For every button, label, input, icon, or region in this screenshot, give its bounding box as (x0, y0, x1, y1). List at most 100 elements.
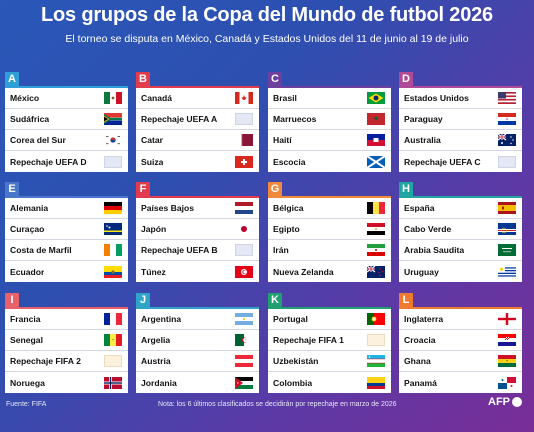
group-card: Estados Unidos Paraguay Australia Repechaje… (399, 86, 522, 172)
team-name: Alemania (10, 203, 49, 213)
group-letter-badge: D (399, 72, 413, 86)
team-name: Repechaje UEFA B (141, 245, 218, 255)
group-f: F Países Bajos Japón Repechaje UEFA B Túnez (136, 182, 259, 282)
afp-logo-icon (512, 397, 522, 407)
group-card: Países Bajos Japón Repechaje UEFA B Túnez (136, 196, 259, 282)
team-row: Irán (268, 240, 391, 261)
group-card: Bélgica Egipto Irán Nueva Zelanda (268, 196, 391, 282)
group-a: A México Sudáfrica Corea del Sur Repechaje U… (5, 72, 128, 172)
team-name: Croacia (404, 335, 436, 345)
team-row: Paraguay (399, 109, 522, 130)
team-row: Brasil (268, 88, 391, 109)
team-row: Ghana (399, 351, 522, 372)
austria-flag-icon (235, 355, 253, 367)
group-k: K Portugal Repechaje FIFA 1 Uzbekistán Colom… (268, 293, 391, 393)
group-card: Alemania Curaçao Costa de Marfil Ecuador (5, 196, 128, 282)
switzerland-flag-icon (235, 155, 253, 168)
team-name: Escocia (273, 156, 306, 167)
team-row: Sudáfrica (5, 109, 128, 130)
team-row: Repechaje UEFA B (136, 240, 259, 261)
croatia-flag-icon (498, 334, 516, 346)
curacao-flag-icon (104, 223, 122, 235)
team-name: Nueva Zelanda (273, 266, 334, 277)
team-row: Colombia (268, 372, 391, 393)
team-name: Uruguay (404, 266, 439, 277)
team-row: Panamá (399, 372, 522, 393)
team-name: Costa de Marfil (10, 245, 72, 255)
team-name: Uzbekistán (273, 356, 319, 366)
group-letter-badge: K (268, 293, 282, 307)
group-i: I Francia Senegal Repechaje FIFA 2 Noruega (5, 293, 128, 393)
team-row: Ecuador (5, 261, 128, 282)
afp-logo-text: AFP (488, 396, 510, 408)
team-name: Irán (273, 245, 289, 255)
morocco-flag-icon (367, 113, 385, 125)
team-name: Marruecos (273, 114, 317, 124)
footnote: Nota: los 6 últimos clasificados se deci… (158, 401, 397, 408)
team-row: Curaçao (5, 219, 128, 240)
group-card: México Sudáfrica Corea del Sur Repechaje UE… (5, 86, 128, 172)
team-name: Senegal (10, 335, 43, 345)
egypt-flag-icon (367, 223, 385, 235)
team-row: Haití (268, 130, 391, 151)
group-card: Argentina Argelia Austria Jordania (136, 307, 259, 393)
algeria-flag-icon (235, 334, 253, 346)
team-row: Canadá (136, 88, 259, 109)
team-name: Portugal (273, 314, 308, 324)
team-name: Repechaje UEFA A (141, 114, 218, 124)
group-j: J Argentina Argelia Austria Jordania (136, 293, 259, 393)
paraguay-flag-icon (498, 113, 516, 125)
belgium-flag-icon (367, 202, 385, 214)
team-row: Países Bajos (136, 198, 259, 219)
placeholder-flag-icon (498, 155, 516, 168)
england-flag-icon (498, 313, 516, 325)
uruguay-flag-icon (498, 265, 516, 278)
south-africa-flag-icon (104, 113, 122, 125)
group-letter-badge: C (268, 72, 282, 86)
tunisia-flag-icon (235, 265, 253, 278)
mexico-flag-icon (104, 92, 122, 104)
placeholder-flag-icon (367, 334, 385, 346)
south-korea-flag-icon (104, 134, 122, 146)
group-letter-badge: E (5, 182, 19, 196)
team-row: Arabia Saudita (399, 240, 522, 261)
cape-verde-flag-icon (498, 223, 516, 235)
team-name: Haití (273, 135, 292, 145)
team-row: Estados Unidos (399, 88, 522, 109)
placeholder-flag-icon (235, 113, 253, 125)
jordan-flag-icon (235, 376, 253, 389)
team-row: Argentina (136, 309, 259, 330)
group-h: H España Cabo Verde Arabia Saudita Uruguay (399, 182, 522, 282)
team-row: Croacia (399, 330, 522, 351)
team-row: Costa de Marfil (5, 240, 128, 261)
ghana-flag-icon (498, 355, 516, 367)
team-name: Argentina (141, 314, 182, 324)
team-name: Cabo Verde (404, 224, 452, 234)
team-name: Curaçao (10, 224, 45, 234)
group-e: E Alemania Curaçao Costa de Marfil Ecuador (5, 182, 128, 282)
argentina-flag-icon (235, 313, 253, 325)
team-name: Colombia (273, 377, 313, 388)
team-row: España (399, 198, 522, 219)
team-name: Canadá (141, 93, 173, 103)
team-name: Corea del Sur (10, 135, 66, 145)
team-row: Senegal (5, 330, 128, 351)
group-letter-badge: H (399, 182, 413, 196)
team-row: Bélgica (268, 198, 391, 219)
team-row: México (5, 88, 128, 109)
team-name: Panamá (404, 377, 437, 388)
group-card: Brasil Marruecos Haití Escocia (268, 86, 391, 172)
team-name: Estados Unidos (404, 93, 469, 103)
colombia-flag-icon (367, 376, 385, 389)
group-card: España Cabo Verde Arabia Saudita Uruguay (399, 196, 522, 282)
team-name: Australia (404, 135, 441, 145)
team-row: Noruega (5, 372, 128, 393)
team-name: Repechaje FIFA 1 (273, 335, 344, 345)
group-letter-badge: L (399, 293, 413, 307)
usa-flag-icon (498, 92, 516, 104)
team-row: Uzbekistán (268, 351, 391, 372)
team-name: Catar (141, 135, 163, 145)
team-row: Repechaje FIFA 1 (268, 330, 391, 351)
haiti-flag-icon (367, 134, 385, 146)
saudi-arabia-flag-icon (498, 244, 516, 256)
